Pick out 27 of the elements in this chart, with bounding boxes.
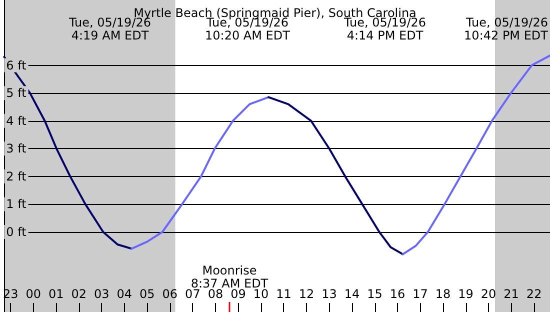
- y-tick-label: 2 ft: [6, 169, 27, 184]
- annotation: Tue, 05/19/26 10:42 PM EDT: [464, 16, 549, 42]
- x-tick-label: 04: [116, 287, 132, 301]
- x-tick-label: 21: [504, 287, 519, 301]
- x-tick-label: 00: [26, 287, 42, 301]
- x-tick-label: 01: [48, 287, 64, 301]
- x-tick-label: 06: [162, 287, 178, 301]
- x-tick-label: 18: [435, 287, 451, 301]
- x-tick-label: 11: [276, 287, 292, 301]
- x-tick-label: 03: [94, 287, 110, 301]
- y-tick-label: 5 ft: [6, 86, 27, 100]
- x-tick-label: 14: [344, 287, 360, 301]
- y-tick-label: 4 ft: [6, 114, 27, 128]
- x-tick-label: 12: [298, 287, 314, 301]
- x-tick-label: 15: [367, 287, 382, 301]
- x-tick-label: 19: [458, 287, 474, 301]
- y-tick-label: 0 ft: [6, 224, 27, 239]
- x-tick-label: 02: [71, 287, 87, 301]
- x-tick-label: 13: [322, 287, 337, 301]
- y-tick-label: 3 ft: [6, 142, 27, 156]
- y-tick-label: 1 ft: [6, 197, 27, 212]
- x-tick-label: 22: [526, 287, 542, 301]
- x-tick-label: 16: [390, 287, 406, 301]
- x-tick-label: 20: [480, 287, 496, 301]
- x-tick-label: 17: [412, 287, 428, 301]
- x-tick-label: 05: [140, 287, 155, 301]
- y-tick-label: 6 ft: [6, 58, 27, 72]
